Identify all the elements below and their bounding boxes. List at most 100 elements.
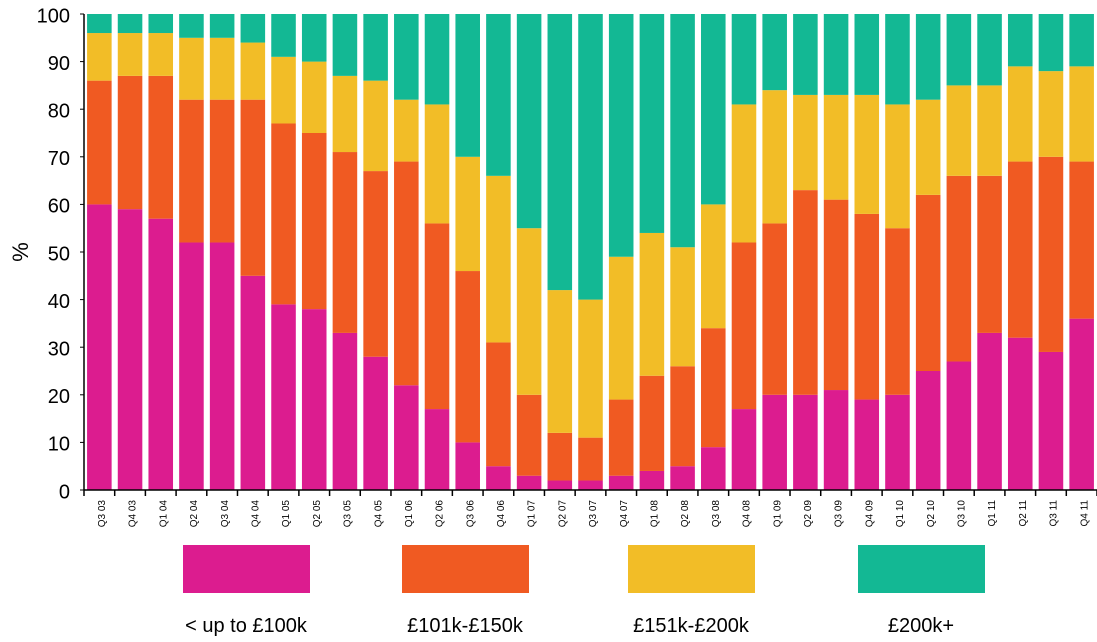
bar-segment [1069, 318, 1094, 490]
bar-segment [793, 190, 818, 395]
bar-segment [424, 409, 450, 490]
bar-segment [424, 14, 450, 105]
bar-segment [455, 14, 480, 157]
bar-segment [209, 37, 235, 100]
bar-segment [455, 271, 480, 443]
x-tick-label: Q2 04 [189, 500, 200, 528]
x-tick-label: Q2 07 [557, 500, 568, 528]
x-tick-label: Q2 11 [1018, 500, 1029, 527]
legend-label: £101k-£150k [407, 615, 524, 637]
bar-segment [547, 480, 573, 490]
bar-segment [394, 99, 419, 162]
bar-segment [1069, 161, 1094, 319]
bar-segment [946, 361, 972, 490]
bar-segment [363, 356, 388, 490]
bar-segment [209, 242, 235, 490]
y-tick-label: 20 [48, 386, 70, 408]
bar-segment [394, 14, 419, 100]
bar-segment [1007, 14, 1033, 67]
legend-label: < up to £100k [185, 615, 308, 637]
bar-segment [240, 14, 266, 43]
bar-segment [977, 85, 1002, 176]
bar-segment [1038, 14, 1064, 72]
bar-segment [332, 332, 358, 490]
x-tick-label: Q1 07 [527, 500, 538, 528]
bar-segment [915, 14, 941, 100]
x-tick-label: Q2 09 [803, 500, 814, 528]
bar-segment [823, 94, 849, 200]
bar-segment [148, 33, 174, 76]
bar-segment [885, 104, 910, 229]
bar-segment [793, 94, 818, 191]
bar-segment [608, 256, 634, 400]
bar-segment [854, 94, 880, 214]
bar-segment [823, 199, 849, 391]
bar-segment [301, 61, 327, 133]
bar-segment [639, 375, 665, 471]
bar-segment [394, 161, 419, 386]
x-tick-label: Q4 05 [373, 500, 384, 528]
bar-segment [486, 14, 511, 176]
bar-segment [486, 175, 511, 343]
bar-segment [547, 432, 573, 481]
x-tick-label: Q4 04 [250, 500, 261, 528]
bar-segment [486, 342, 511, 467]
x-tick-label: Q4 11 [1079, 500, 1090, 527]
bar-segment [701, 447, 726, 490]
bar-segment [240, 99, 266, 276]
bar-segment [608, 14, 634, 257]
legend-swatch [183, 545, 310, 593]
bar-segment [301, 309, 327, 490]
bar-segment [946, 85, 972, 176]
y-tick-label: 0 [59, 481, 70, 503]
bar-segment [1007, 161, 1033, 338]
bar-segment [455, 442, 480, 490]
bar-segment [915, 99, 941, 195]
legend-label: £151k-£200k [633, 615, 750, 637]
x-tick-label: Q2 10 [926, 500, 937, 528]
bar-segment [301, 14, 327, 62]
bar-segment [731, 104, 757, 243]
bar-segment [854, 14, 880, 95]
bar-segment [578, 14, 603, 300]
bar-segment [148, 14, 174, 34]
bar-segment [793, 14, 818, 95]
bar-segment [179, 99, 204, 243]
bar-segment [332, 75, 358, 153]
bar-segment [977, 14, 1002, 86]
bar-segment [915, 371, 941, 490]
y-tick-label: 100 [37, 5, 70, 27]
x-tick-label: Q1 10 [895, 500, 906, 528]
y-tick-label: 90 [48, 53, 70, 75]
bar-segment [516, 14, 542, 229]
bar-segment [209, 14, 235, 38]
x-tick-label: Q4 03 [128, 500, 139, 528]
bar-segment [670, 14, 695, 248]
bar-segment [639, 470, 665, 490]
bar-segment [179, 37, 204, 100]
bar-segment [731, 242, 757, 410]
bar-segment [977, 175, 1002, 333]
bar-segment [1007, 66, 1033, 162]
bar-segment [885, 394, 910, 490]
bar-segment [332, 14, 358, 76]
x-tick-label: Q3 08 [711, 500, 722, 528]
bar-segment [179, 242, 204, 490]
bar-segment [823, 390, 849, 490]
bar-segment [670, 247, 695, 367]
bar-segment [578, 299, 603, 438]
bar-segment [394, 385, 419, 490]
bar-segment [209, 99, 235, 243]
bar-segment [670, 466, 695, 490]
bar-segment [424, 223, 450, 410]
bar-segment [516, 394, 542, 476]
bar-segment [701, 14, 726, 205]
bar-segment [240, 275, 266, 490]
bar-segment [240, 42, 266, 100]
bar-segment [701, 204, 726, 329]
bar-segment [946, 175, 972, 362]
y-tick-label: 70 [48, 148, 70, 170]
y-tick-label: 30 [48, 338, 70, 360]
legend-swatch [402, 545, 529, 593]
bar-segment [670, 366, 695, 467]
